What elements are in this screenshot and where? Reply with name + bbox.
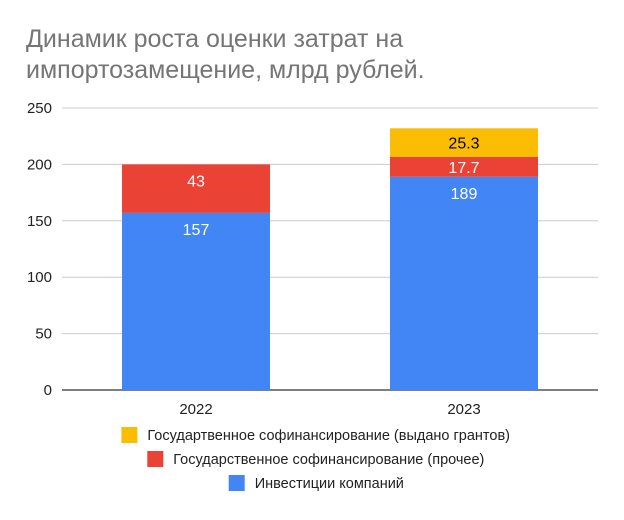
chart-title-line-2: импортозамещение, млрд рублей. bbox=[26, 56, 425, 84]
y-tick-label: 50 bbox=[35, 326, 52, 343]
bar-segment bbox=[122, 164, 270, 213]
data-label: 17.7 bbox=[448, 160, 479, 177]
y-tick-label: 0 bbox=[44, 382, 52, 399]
legend: Государтвенное софинансирование (выдано … bbox=[121, 427, 510, 492]
y-tick-label: 100 bbox=[27, 269, 52, 286]
data-label: 43 bbox=[187, 173, 205, 190]
legend-label: Инвестиции компаний bbox=[255, 476, 404, 492]
data-label: 189 bbox=[451, 186, 478, 203]
legend-label: Государственное софинансирование (прочее… bbox=[173, 452, 484, 468]
plot-area: 0 50 100 150 200 250 157 43 2022 189 17.7 25.3 2023 bbox=[27, 100, 598, 418]
legend-label: Государтвенное софинансирование (выдано … bbox=[147, 428, 510, 444]
bar-segment bbox=[390, 128, 538, 157]
y-tick-label: 200 bbox=[27, 156, 52, 173]
chart-title-line-1: Динамик роста оценки затрат на bbox=[26, 25, 403, 53]
x-tick-label: 2023 bbox=[447, 401, 480, 418]
data-label: 157 bbox=[183, 222, 210, 239]
data-label: 25.3 bbox=[448, 136, 479, 153]
y-tick-label: 250 bbox=[27, 100, 52, 117]
legend-swatch bbox=[228, 475, 245, 491]
legend-swatch bbox=[147, 451, 164, 467]
y-tick-label: 150 bbox=[27, 213, 52, 230]
bar-segment bbox=[390, 156, 538, 177]
x-tick-label: 2022 bbox=[179, 401, 212, 418]
bar-segment bbox=[122, 212, 270, 390]
bar-segment bbox=[390, 176, 538, 390]
legend-swatch bbox=[121, 427, 138, 443]
